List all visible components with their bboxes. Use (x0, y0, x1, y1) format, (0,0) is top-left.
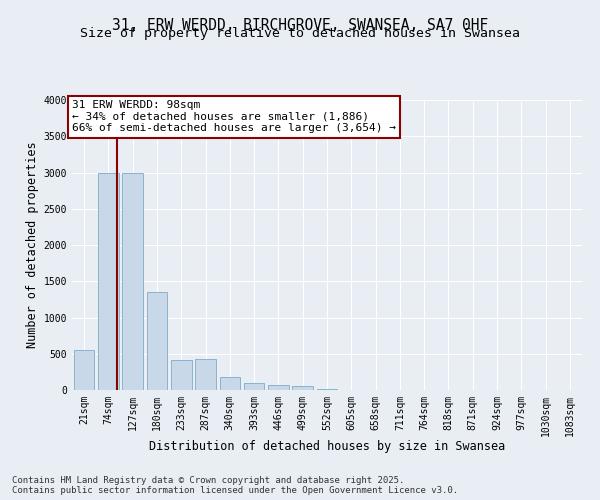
Text: 31, ERW WERDD, BIRCHGROVE, SWANSEA, SA7 0HF: 31, ERW WERDD, BIRCHGROVE, SWANSEA, SA7 … (112, 18, 488, 32)
Text: Size of property relative to detached houses in Swansea: Size of property relative to detached ho… (80, 28, 520, 40)
Bar (98, 172, 119, 390)
Bar (74, 350, 94, 390)
Bar (146, 292, 167, 390)
Bar (195, 359, 216, 390)
Bar (268, 385, 289, 390)
X-axis label: Distribution of detached houses by size in Swansea: Distribution of detached houses by size … (149, 440, 505, 453)
Text: Contains HM Land Registry data © Crown copyright and database right 2025.
Contai: Contains HM Land Registry data © Crown c… (12, 476, 458, 495)
Text: 31 ERW WERDD: 98sqm
← 34% of detached houses are smaller (1,886)
66% of semi-det: 31 ERW WERDD: 98sqm ← 34% of detached ho… (72, 100, 396, 133)
Bar (220, 378, 240, 390)
Bar (122, 172, 143, 390)
Bar (244, 383, 265, 390)
Bar (171, 360, 191, 390)
Y-axis label: Number of detached properties: Number of detached properties (26, 142, 40, 348)
Bar (292, 386, 313, 390)
